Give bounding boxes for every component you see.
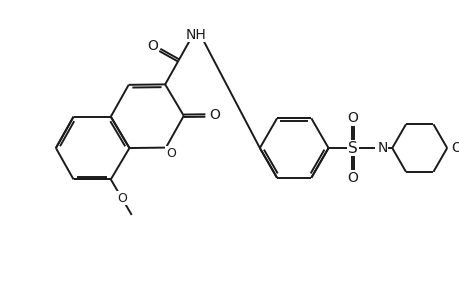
Text: O: O [347,171,358,185]
Text: NH: NH [185,28,206,42]
Text: O: O [208,108,219,122]
Text: S: S [347,140,357,155]
Text: N: N [375,141,385,155]
Text: O: O [147,39,158,53]
Text: N: N [376,141,387,155]
Text: O: O [117,191,126,205]
Text: O: O [166,147,175,160]
Text: O: O [347,111,358,124]
Text: O: O [451,141,459,155]
